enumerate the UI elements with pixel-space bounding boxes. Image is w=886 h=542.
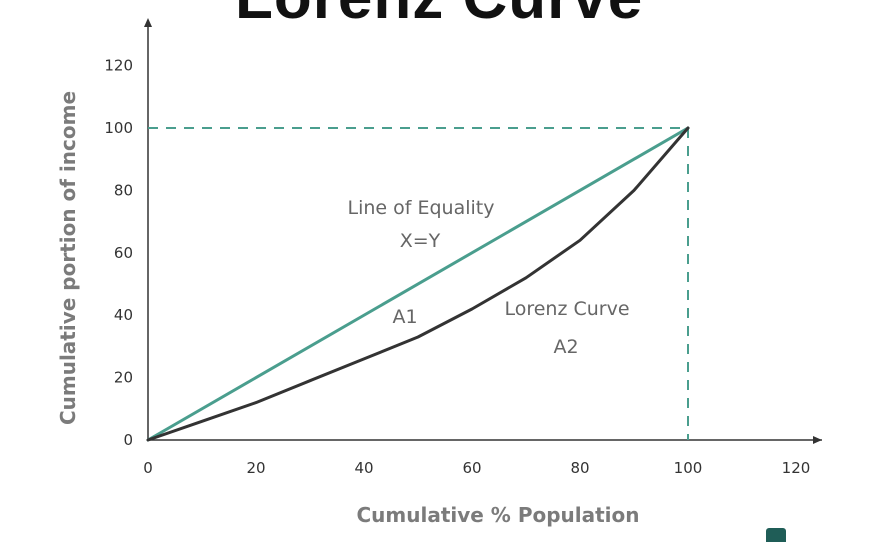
y-axis-arrow-icon <box>144 18 152 27</box>
y-tick-label: 40 <box>114 306 133 324</box>
x-tick-label: 60 <box>462 459 481 477</box>
x-axis-arrow-icon <box>813 436 822 444</box>
area-a1-label: A1 <box>392 306 418 328</box>
x-tick-label: 100 <box>674 459 703 477</box>
x-tick-label: 120 <box>782 459 811 477</box>
line-of-equality <box>146 126 690 442</box>
y-tick-label: 0 <box>123 431 133 449</box>
y-tick-label: 100 <box>104 119 133 137</box>
equality-line-label: Line of Equality <box>347 197 495 219</box>
y-tick-label: 120 <box>104 57 133 75</box>
y-axis-label: Cumulative portion of income <box>56 90 80 426</box>
x-tick-label: 0 <box>143 459 153 477</box>
brand-logo-icon <box>766 528 786 542</box>
lorenz-curve-label: Lorenz Curve <box>504 298 630 320</box>
area-a2-label: A2 <box>553 336 579 358</box>
x-tick-label: 20 <box>246 459 265 477</box>
x-axis-label: Cumulative % Population <box>356 503 640 527</box>
lorenz-curve-line <box>146 126 690 442</box>
x-tick-label: 80 <box>570 459 589 477</box>
equality-equation-label: X=Y <box>399 230 441 252</box>
y-tick-label: 80 <box>114 181 133 199</box>
y-tick-label: 20 <box>114 369 133 387</box>
x-tick-label: 40 <box>354 459 373 477</box>
chart-title: Lorenz Curve <box>235 0 643 33</box>
y-tick-label: 60 <box>114 244 133 262</box>
